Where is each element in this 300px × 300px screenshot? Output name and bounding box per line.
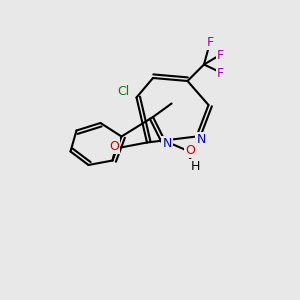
Text: F: F <box>217 49 224 62</box>
Text: H: H <box>190 160 200 173</box>
Text: F: F <box>217 67 224 80</box>
Text: F: F <box>206 36 214 49</box>
Text: N: N <box>163 137 172 150</box>
Text: N: N <box>196 133 206 146</box>
Text: O: O <box>109 140 119 153</box>
Text: Cl: Cl <box>117 85 129 98</box>
Text: O: O <box>185 143 195 157</box>
